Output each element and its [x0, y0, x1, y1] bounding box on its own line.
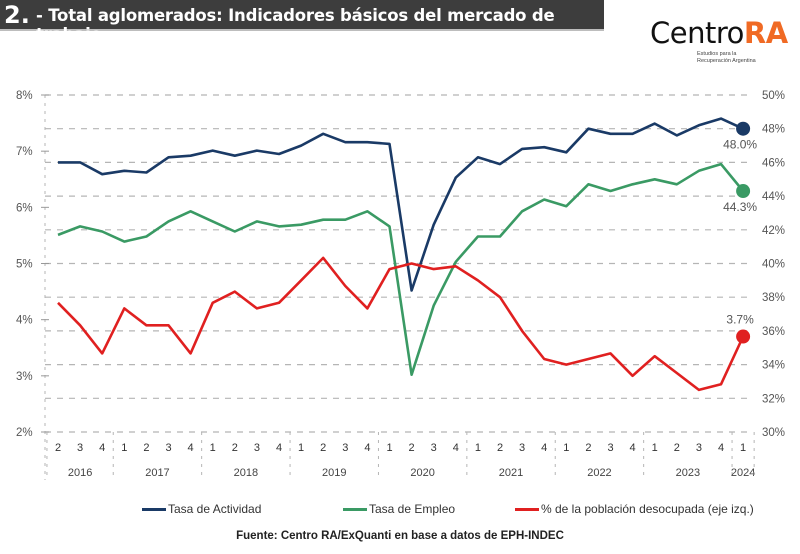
logo-subtitle: Estudios para la Recuperación Argentina [697, 51, 787, 64]
x-tick-label-quarter: 2 [143, 442, 149, 454]
right-axis-tick-label: 36% [762, 326, 785, 338]
logo-name-centro: Centro [650, 16, 744, 50]
page-title: - Total aglomerados: Indicadores básicos… [36, 6, 555, 44]
logo-name-ra: RA [743, 16, 788, 50]
x-tick-label-quarter: 3 [607, 442, 613, 454]
x-tick-label-quarter: 3 [696, 442, 702, 454]
series-lines [57, 117, 745, 392]
x-tick-label-quarter: 2 [497, 442, 503, 454]
x-tick-label-quarter: 2 [232, 442, 238, 454]
x-tick-label-quarter: 1 [475, 442, 481, 454]
left-axis-tick-label: 8% [16, 90, 33, 102]
right-axis-tick-label: 48% [762, 124, 785, 136]
x-tick-label-quarter: 4 [276, 442, 282, 454]
centro-ra-logo: CentroRA Estudios para la Recuperación A… [650, 16, 790, 64]
legend-swatch-desocupada [515, 507, 539, 511]
x-tick-label-quarter: 2 [674, 442, 680, 454]
x-tick-label-quarter: 1 [121, 442, 127, 454]
x-tick-label-quarter: 1 [652, 442, 658, 454]
actividad-end-marker [736, 121, 751, 136]
end-markers: 48.0% 44.3% 3.7% [723, 121, 757, 344]
right-axis-tick-label: 38% [762, 292, 785, 304]
x-tick-label-year: 2023 [676, 467, 700, 479]
logo-subtitle-line1: Estudios para la [697, 51, 737, 57]
left-axis-tick-label: 3% [16, 371, 33, 383]
title-number: 2. [4, 1, 30, 29]
right-axis-tick-label: 46% [762, 157, 785, 169]
actividad-end-label: 48.0% [723, 138, 757, 152]
legend-item-empleo: Tasa de Empleo [343, 502, 455, 516]
legend-label-empleo: Tasa de Empleo [369, 502, 456, 516]
x-tick-label-quarter: 4 [453, 442, 459, 454]
right-axis-tick-label: 34% [762, 360, 785, 372]
gridlines [45, 94, 752, 433]
x-tick-label-quarter: 3 [431, 442, 437, 454]
source-note: Fuente: Centro RA/ExQuanti en base a dat… [236, 530, 564, 542]
left-axis-tick-label: 4% [16, 315, 33, 327]
left-axis-tick-label: 6% [16, 202, 33, 214]
x-tick-label-quarter: 1 [563, 442, 569, 454]
empleo-end-marker [736, 184, 751, 199]
x-tick-label-quarter: 1 [298, 442, 304, 454]
right-axis-tick-label: 40% [762, 259, 785, 271]
left-axis-tick-label: 2% [16, 427, 33, 439]
x-tick-label-year: 2024 [731, 467, 755, 479]
x-tick-label-quarter: 4 [718, 442, 724, 454]
right-axis: 30% 32% 34% 36% 38% 40% 42% 44% 46% 48% 50% [762, 90, 785, 439]
x-tick-label-quarter: 4 [630, 442, 636, 454]
desocupada-end-label: 3.7% [726, 313, 754, 327]
legend-item-actividad: Tasa de Actividad [142, 502, 261, 516]
x-tick-label-quarter: 2 [409, 442, 415, 454]
x-tick-label-quarter: 1 [740, 442, 746, 454]
empleo-line [57, 162, 745, 377]
left-axis-tick-label: 7% [16, 146, 33, 158]
right-axis-tick-label: 44% [762, 191, 785, 203]
x-tick-label-quarter: 4 [99, 442, 105, 454]
legend-item-desocupada: % de la población desocupada (eje izq.) [515, 502, 754, 516]
legend-label-desocupada: % de la población desocupada (eje izq.) [541, 502, 754, 516]
x-tick-label-quarter: 4 [541, 442, 547, 454]
x-tick-label-quarter: 4 [188, 442, 194, 454]
x-tick-label-year: 2017 [145, 467, 169, 479]
x-tick-label-quarter: 2 [585, 442, 591, 454]
x-tick-label-year: 2019 [322, 467, 346, 479]
legend-swatch-empleo [343, 507, 367, 511]
title-bar: 2. - Total aglomerados: Indicadores bási… [0, 0, 604, 44]
x-tick-label-quarter: 3 [519, 442, 525, 454]
x-tick-label-year: 2022 [587, 467, 611, 479]
desocupada-end-marker [736, 329, 751, 344]
x-tick-label-year: 2016 [68, 467, 92, 479]
left-axis: 2% 3% 4% 5% 6% 7% 8% [16, 90, 49, 480]
x-tick-label-quarter: 3 [254, 442, 260, 454]
right-axis-tick-label: 42% [762, 225, 785, 237]
empleo-end-label: 44.3% [723, 200, 757, 214]
right-axis-tick-label: 50% [762, 90, 785, 102]
x-tick-label-year: 2021 [499, 467, 523, 479]
x-tick-label-quarter: 1 [210, 442, 216, 454]
desocupada-line [57, 256, 745, 392]
x-tick-label-quarter: 3 [342, 442, 348, 454]
x-tick-label-quarter: 4 [364, 442, 370, 454]
x-axis: 2 3 4 1 2 3 4 1 2 3 4 1 2 3 4 1 2 3 4 1 2 3 4 1 2 3 4 1 2 3 4 1 2016 2017… [46, 432, 755, 480]
x-tick-label-quarter: 1 [386, 442, 392, 454]
line-chart: 2% 3% 4% 5% 6% 7% 8% 30% 32% 34% 36% 38% 40% 42% 44% 4… [16, 90, 785, 480]
x-tick-label-year: 2018 [234, 467, 258, 479]
x-tick-label-quarter: 2 [55, 442, 61, 454]
legend-label-actividad: Tasa de Actividad [168, 502, 262, 516]
logo-subtitle-line2: Recuperación Argentina [697, 57, 756, 64]
legend-swatch-actividad [142, 507, 166, 511]
left-axis-tick-label: 5% [16, 259, 33, 271]
logo-wordmark: CentroRA [650, 16, 788, 50]
x-tick-label-year: 2020 [410, 467, 434, 479]
right-axis-tick-label: 32% [762, 393, 785, 405]
actividad-line [58, 117, 744, 292]
right-axis-tick-label: 30% [762, 427, 785, 439]
legend: Tasa de Actividad Tasa de Empleo % de la… [0, 502, 800, 518]
x-tick-label-quarter: 3 [77, 442, 83, 454]
x-tick-label-quarter: 2 [320, 442, 326, 454]
x-tick-label-quarter: 3 [165, 442, 171, 454]
